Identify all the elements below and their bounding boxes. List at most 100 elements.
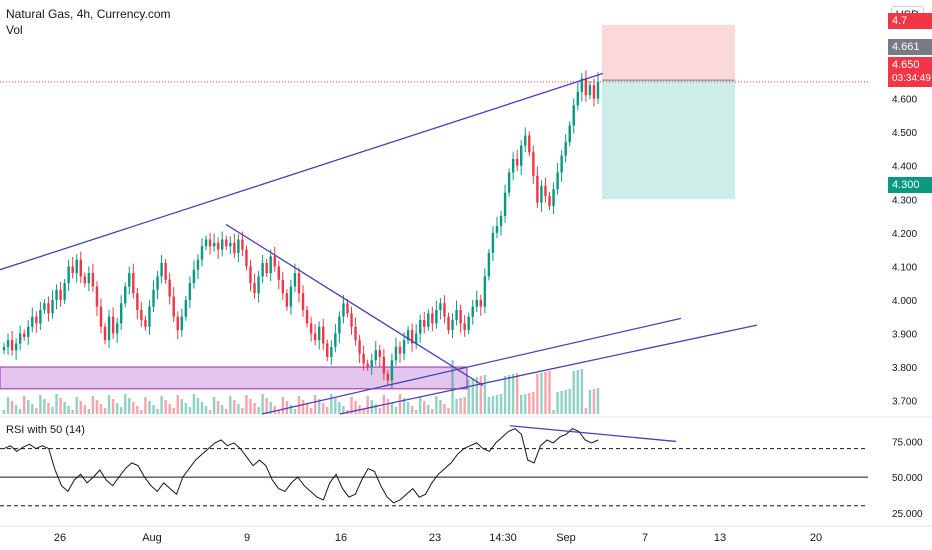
volume-bar — [245, 395, 248, 414]
volume-bar — [47, 403, 50, 414]
candle-body — [459, 309, 462, 324]
candle-body — [132, 273, 135, 294]
candle-body — [87, 273, 91, 284]
volume-bar — [233, 400, 236, 414]
candle-body — [111, 316, 115, 334]
volume-bar — [265, 398, 268, 414]
time-tick-label: 13 — [714, 532, 726, 544]
candle-body — [10, 340, 14, 351]
volume-bar — [148, 401, 151, 414]
candle-body — [305, 309, 309, 324]
candle-body — [503, 192, 507, 217]
candle-body — [487, 252, 491, 277]
candle-body — [483, 276, 487, 307]
volume-bar — [285, 401, 289, 414]
volume-bar — [107, 395, 111, 414]
candle-body — [168, 279, 171, 297]
candle-body — [216, 242, 220, 250]
rsi-indicator-label[interactable]: RSI with 50 (14) — [6, 424, 85, 436]
price-tick-label: 4.400 — [892, 162, 917, 173]
candle-body — [507, 172, 511, 193]
volume-bar — [471, 378, 474, 414]
candle-body — [572, 105, 575, 126]
volume-bar — [31, 404, 34, 414]
rsi-pane — [0, 425, 868, 507]
volume-bar — [414, 410, 418, 414]
volume-bar — [548, 371, 551, 414]
volume-bar — [10, 401, 14, 414]
volume-bar — [220, 405, 224, 414]
candle-body — [431, 313, 434, 324]
drawing-zones — [0, 24, 735, 390]
high-price-value: 4.661 — [892, 41, 920, 53]
chart-legend: Natural Gas, 4h, Currency.com Vol — [6, 6, 171, 38]
volume-bar — [342, 406, 345, 414]
candle-body — [144, 320, 147, 327]
candle-body — [148, 306, 151, 327]
candle-body — [540, 185, 543, 203]
candle-body — [342, 303, 345, 317]
time-tick-label: 9 — [244, 532, 250, 544]
candle-body — [265, 263, 268, 274]
symbol-title[interactable]: Natural Gas, 4h, Currency.com — [6, 7, 171, 21]
volume-bar — [362, 409, 365, 414]
volume-bar — [124, 394, 127, 414]
volume-bar — [435, 396, 438, 414]
volume-bar — [374, 404, 377, 414]
volume-bar — [572, 371, 575, 414]
candle-body — [225, 239, 228, 247]
candle-body — [229, 242, 232, 247]
candle-body — [556, 172, 559, 190]
volume-bar — [293, 409, 297, 414]
volume-bar — [253, 403, 256, 414]
trendlines[interactable] — [0, 72, 868, 415]
rsi-line — [3, 428, 599, 504]
candle-body — [536, 175, 539, 203]
volume-bar — [544, 372, 547, 414]
volume-bar — [532, 392, 535, 414]
rsi-tick-label: 75.000 — [892, 437, 923, 448]
time-tick-label: 7 — [642, 532, 648, 544]
volume-bar — [455, 399, 458, 414]
volume-bar — [152, 405, 155, 414]
volume-bar — [431, 409, 434, 414]
candle-body — [6, 340, 10, 347]
volume-bar — [491, 396, 495, 414]
volume-bar — [168, 404, 171, 414]
volume-bar — [277, 410, 280, 414]
candle-body — [200, 246, 204, 260]
candle-body — [301, 293, 305, 310]
upper-channel-line — [0, 72, 604, 271]
volume-label[interactable]: Vol — [6, 23, 23, 37]
candle-body — [524, 135, 527, 146]
volume-bar — [338, 402, 341, 414]
candle-body — [322, 326, 325, 344]
volume-bar — [273, 406, 276, 414]
candle-body — [237, 239, 240, 253]
volume-bar — [144, 397, 147, 414]
time-tick-label: 20 — [810, 532, 822, 544]
volume-bar — [225, 409, 228, 414]
volume-bar — [451, 360, 454, 414]
rsi-tick-label: 50.000 — [892, 473, 923, 484]
volume-bar — [51, 407, 54, 414]
volume-bar — [495, 395, 499, 414]
candle-body — [552, 189, 555, 206]
volume-bar — [196, 398, 200, 414]
volume-bar — [588, 390, 592, 414]
volume-bar — [27, 400, 30, 414]
candle-body — [281, 279, 285, 294]
candle-body — [115, 323, 119, 334]
volume-bar — [140, 410, 143, 414]
volume-bar — [511, 374, 515, 414]
candle-body — [59, 289, 62, 300]
volume-bar — [43, 399, 46, 414]
volume-bar — [479, 376, 483, 414]
volume-bar — [564, 390, 567, 414]
volume-bar — [91, 396, 95, 414]
candle-body — [2, 346, 6, 351]
candle-body — [180, 316, 184, 331]
price-tick-label: 3.700 — [892, 397, 917, 408]
volume-bar — [580, 369, 584, 414]
